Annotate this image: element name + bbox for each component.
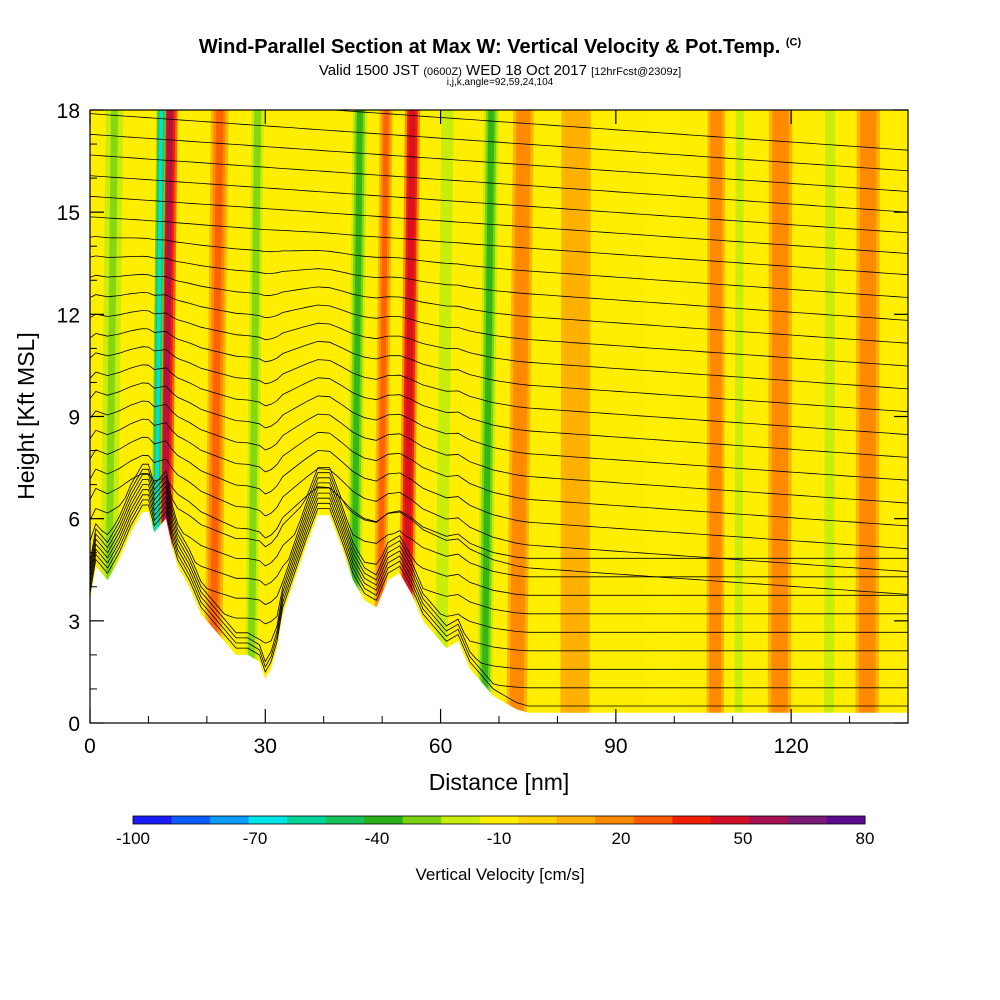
theta-contour-line [90,154,908,213]
velocity-band [476,110,499,723]
theta-contour-line [90,216,908,276]
theta-contour-line [90,474,908,596]
theta-contour-line [90,418,908,527]
theta-contour-line [90,436,908,550]
colorbar-tick-label: -100 [116,829,150,848]
theta-contour-line [90,468,908,578]
velocity-band [732,110,746,723]
colorbar-tick-label: 20 [612,829,631,848]
theta-contour-line [90,499,908,689]
theta-contour-line [90,484,908,633]
theta-contour-line [90,479,908,615]
chart-subtitle-indices: i,j,k,angle=92,59,24,104 [446,77,554,88]
velocity-band [855,110,880,723]
velocity-field [90,110,908,723]
colorbar-swatch [364,816,404,824]
colorbar-swatch [633,816,673,824]
colorbar-swatch [441,816,481,824]
theta-contour-line [90,364,908,458]
colorbar-frame [132,815,866,825]
y-tick-label: 15 [57,202,80,225]
y-tick-label: 3 [68,611,80,634]
chart-subtitle: Valid 1500 JST (0600Z) WED 18 Oct 2017 [… [318,62,682,79]
x-axis-label: Distance [nm] [429,769,570,795]
chart-title: Wind-Parallel Section at Max W: Vertical… [198,36,802,58]
theta-contour-line [90,382,908,481]
velocity-band [241,110,267,723]
colorbar-swatch [210,816,250,824]
colorbar-swatch [479,816,519,824]
theta-contour-line [90,494,908,670]
colorbar-tick-label: -40 [365,829,390,848]
theta-contour-line [90,454,908,572]
velocity-band [706,110,726,723]
theta-contour-line [90,195,908,254]
colorbar-swatch [402,816,442,824]
x-tick-label: 30 [254,735,277,758]
velocity-band [645,110,682,723]
colorbar-swatch [287,816,327,824]
colorbar-tick-label: -10 [487,829,512,848]
colorbar-tick-label: -70 [243,829,268,848]
colorbar-swatch [710,816,750,824]
theta-contour-line [90,133,908,192]
theta-contour-line [90,504,908,707]
colorbar-swatch [787,816,827,824]
theta-contour-line [90,463,908,559]
y-tick-label: 12 [57,304,80,327]
theta-contour-line [90,472,908,595]
theta-contour-line [90,236,908,298]
velocity-band [560,110,591,723]
terrain [90,511,908,723]
theta-contour-line [90,113,908,172]
colorbar-swatch [749,816,789,824]
theta-contour-line [90,328,908,413]
velocity-band [506,110,534,723]
theta-contours [90,110,908,707]
theta-contour-line [90,255,908,321]
colorbar-swatch [248,816,288,824]
colorbar-swatch [595,816,635,824]
axis-ticks: 0 30 60 90 120 0 3 6 9 12 15 18 [57,100,909,758]
y-tick-label: 18 [57,100,80,123]
y-tick-label: 6 [68,509,80,532]
colorbar: -100 -70 -40 -10 20 50 80 [116,815,875,848]
theta-contour-line [328,110,908,151]
colorbar-swatch [133,816,173,824]
theta-contour-line [90,291,908,367]
colorbar-swatch [171,816,211,824]
colorbar-swatch [518,816,558,824]
velocity-band [767,110,793,723]
theta-contour-line [90,400,908,504]
y-tick-label: 9 [68,407,80,430]
velocity-bands [98,110,880,723]
theta-contour-line [90,489,908,652]
colorbar-swatch [826,816,866,824]
colorbar-swatch [672,816,712,824]
x-tick-label: 120 [774,735,809,758]
colorbar-label: Vertical Velocity [cm/s] [415,865,584,884]
y-tick-label: 0 [68,713,80,736]
colorbar-swatch [325,816,365,824]
theta-contour-line [90,346,908,435]
colorbar-tick-label: 50 [734,829,753,848]
x-tick-label: 0 [84,735,96,758]
theta-contour-line [90,310,908,390]
colorbar-tick-label: 80 [856,829,875,848]
theta-contour-line [90,175,908,234]
y-axis-label: Height [Kft MSL] [13,332,39,499]
x-tick-label: 90 [604,735,627,758]
colorbar-swatch [556,816,596,824]
x-tick-label: 60 [429,735,452,758]
velocity-band [821,110,838,723]
theta-contour-line [90,273,908,344]
